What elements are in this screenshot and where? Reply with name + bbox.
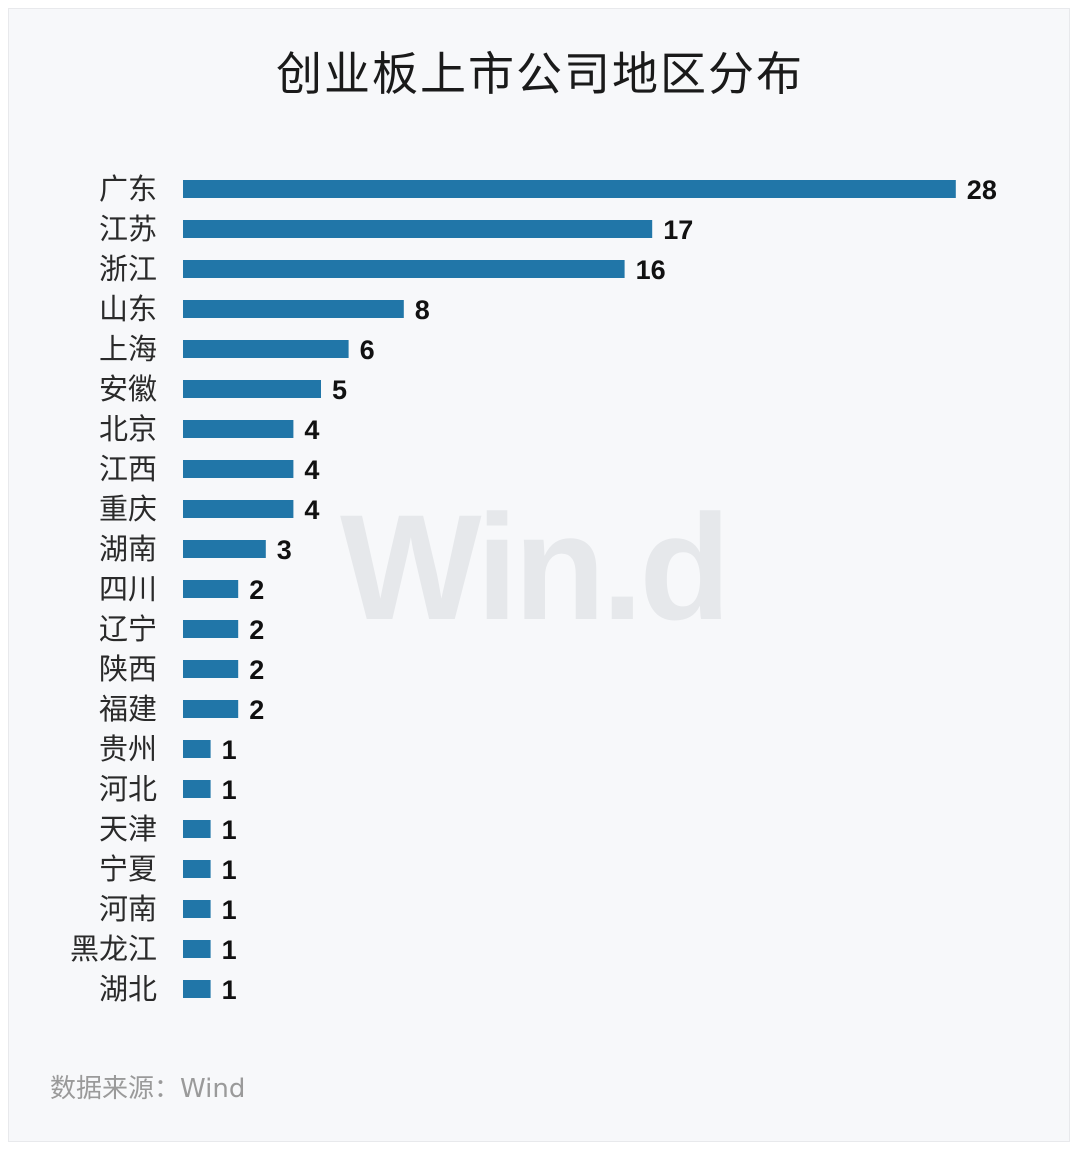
value-label: 4	[304, 455, 319, 485]
bar	[183, 820, 211, 838]
bar	[183, 260, 625, 278]
value-label: 1	[222, 975, 237, 1005]
category-label: 四川	[99, 572, 157, 606]
value-label: 1	[222, 895, 237, 925]
value-label: 1	[222, 735, 237, 765]
value-label: 4	[304, 415, 319, 445]
value-label: 6	[360, 335, 375, 365]
bar	[183, 580, 239, 598]
category-label: 贵州	[99, 732, 157, 766]
bar	[183, 420, 294, 438]
value-label: 2	[249, 615, 264, 645]
bar	[183, 500, 294, 518]
category-label: 山东	[99, 292, 157, 326]
value-label: 17	[663, 215, 693, 245]
bar	[183, 300, 404, 318]
value-label: 1	[222, 935, 237, 965]
value-label: 1	[222, 855, 237, 885]
value-label: 1	[222, 775, 237, 805]
bar	[183, 540, 266, 558]
value-label: 2	[249, 655, 264, 685]
category-label: 河南	[99, 892, 157, 926]
value-label: 2	[249, 695, 264, 725]
value-label: 1	[222, 815, 237, 845]
category-label: 黑龙江	[70, 932, 157, 966]
category-label: 广东	[99, 172, 157, 206]
bar	[183, 180, 956, 198]
category-label: 宁夏	[99, 852, 157, 886]
bar	[183, 860, 211, 878]
value-label: 5	[332, 375, 347, 405]
category-label: 陕西	[99, 652, 157, 686]
category-label: 湖北	[99, 972, 157, 1006]
category-label: 天津	[99, 812, 157, 846]
category-label: 北京	[99, 412, 157, 446]
value-label: 4	[304, 495, 319, 525]
category-label: 河北	[99, 772, 157, 806]
category-label: 重庆	[99, 492, 157, 526]
value-label: 8	[415, 295, 430, 325]
watermark: Win.d	[340, 483, 731, 651]
category-label: 江西	[99, 452, 157, 486]
bar	[183, 340, 349, 358]
bar	[183, 380, 321, 398]
bar	[183, 700, 239, 718]
category-label: 江苏	[99, 212, 157, 246]
value-label: 28	[967, 175, 997, 205]
value-label: 16	[636, 255, 666, 285]
category-label: 安徽	[99, 372, 157, 406]
bar	[183, 460, 294, 478]
value-label: 2	[249, 575, 264, 605]
source-note: 数据来源：Wind	[50, 1074, 246, 1104]
bar	[183, 900, 211, 918]
bar	[183, 940, 211, 958]
bar	[183, 740, 211, 758]
bar	[183, 620, 239, 638]
value-label: 3	[277, 535, 292, 565]
category-label: 辽宁	[99, 612, 157, 646]
category-label: 福建	[99, 692, 157, 726]
bar	[183, 980, 211, 998]
category-label: 上海	[99, 332, 157, 366]
category-label: 湖南	[99, 532, 157, 566]
bar	[183, 780, 211, 798]
bar	[183, 660, 239, 678]
bar	[183, 220, 653, 238]
chart-title: 创业板上市公司地区分布	[276, 47, 804, 101]
category-label: 浙江	[99, 252, 157, 286]
